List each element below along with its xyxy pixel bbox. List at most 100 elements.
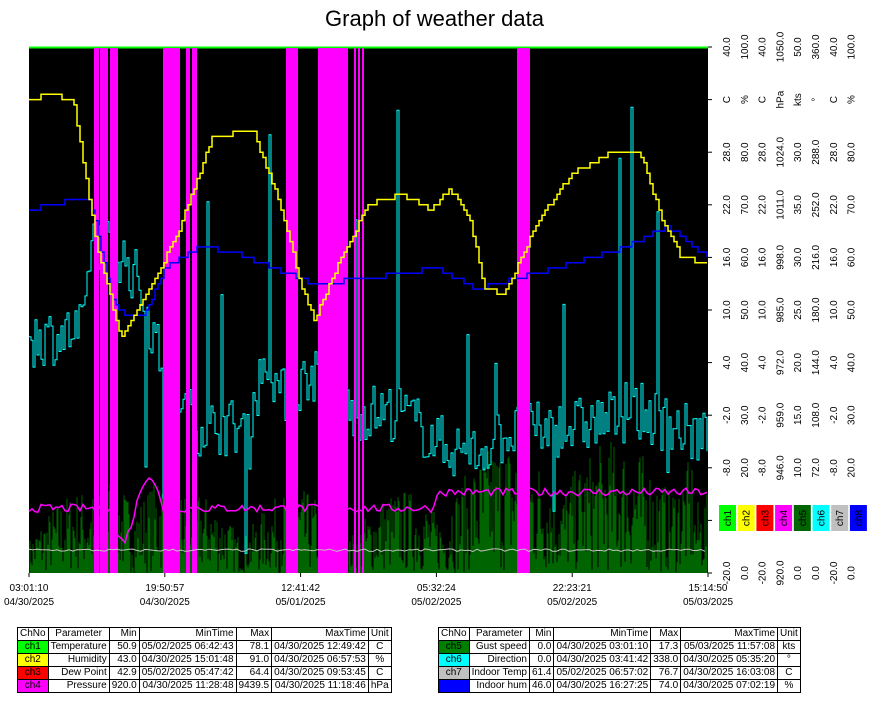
pressure-spike-band (163, 48, 180, 573)
x-tick-label-date: 04/30/2025 (4, 597, 54, 608)
legend-label: ch4 (779, 510, 790, 527)
y-tick-label: 30.0 (740, 405, 751, 425)
maxtime-cell: 04/30/2025 06:57:53 (271, 653, 369, 667)
plot-background (29, 47, 708, 573)
y-tick-label: 144.0 (811, 350, 822, 375)
axis-layer: 40.0 C 28.0 22.0 16.0 10.0 4.0 -2.0 -8.0 -20.0 100… (4, 31, 858, 608)
y-tick-label: 28.0 (722, 142, 733, 162)
legend-swatch (849, 505, 867, 531)
right-header: Max (650, 627, 682, 641)
indoor-hum-line (29, 198, 708, 317)
min-cell: 920.0 (108, 679, 140, 693)
y-tick-label: -2.0 (722, 406, 733, 424)
legend-label: ch7 (835, 510, 846, 527)
parameter-cell: Gust speed (468, 640, 530, 654)
y-tick-label: 946.0 (775, 455, 786, 480)
y-tick-label: 252.0 (811, 192, 822, 217)
y-tick-label: 998.0 (775, 244, 786, 269)
series-layer (28, 48, 708, 573)
legend-swatch (756, 505, 774, 531)
y-tick-label: 16.0 (722, 247, 733, 267)
min-cell: 50.9 (108, 640, 140, 654)
pressure-spike-band (362, 48, 364, 573)
y-tick-label: -8.0 (758, 459, 769, 477)
max-cell: 9439.5 (235, 679, 273, 693)
legend-swatch (719, 505, 736, 531)
y-tick-label: 28.0 (758, 142, 769, 162)
channel-cell: ch5 (438, 640, 470, 654)
min-cell: 46.0 (528, 679, 555, 693)
y-tick-label: 16.0 (829, 247, 840, 267)
pressure-spike-band (318, 48, 345, 573)
y-tick-label: 20.0 (847, 458, 858, 478)
legend-label: ch6 (817, 510, 828, 527)
legend-swatch (831, 505, 849, 531)
humidity-line (29, 93, 707, 338)
channel-cell: ch2 (17, 653, 49, 667)
table-row: ch7 Indoor Temp 61.4 05/02/2025 06:57:02 76.… (438, 666, 801, 680)
pressure-spike-band (358, 48, 360, 573)
y-tick-label: C (829, 96, 840, 103)
left-header: MaxTime (271, 627, 369, 641)
y-tick-label: 985.0 (775, 297, 786, 322)
mintime-cell: 04/30/2025 16:27:25 (553, 679, 652, 693)
direction-line (29, 106, 708, 554)
y-tick-label: 35.0 (793, 195, 804, 215)
y-tick-label: -20.0 (722, 561, 733, 584)
y-tick-label: 20.0 (740, 458, 751, 478)
max-cell: 76.7 (650, 666, 682, 680)
legend-label: ch2 (742, 510, 753, 527)
y-tick-label: 1011.0 (775, 189, 786, 219)
y-tick-label: 40.0 (829, 37, 840, 57)
y-tick-label: 50.0 (793, 37, 804, 57)
y-tick-label: 920.0 (775, 560, 786, 585)
y-tick-label: % (847, 95, 858, 104)
y-tick-label: 30.0 (847, 405, 858, 425)
y-tick-label: 28.0 (829, 142, 840, 162)
x-tick-label-time: 12:41:42 (281, 583, 320, 594)
parameter-cell: Temperature (47, 640, 110, 654)
y-tick-label: 1024.0 (775, 136, 786, 167)
maxtime-cell: 04/30/2025 07:02:19 (680, 679, 779, 693)
weather-chart: 40.0 C 28.0 22.0 16.0 10.0 4.0 -2.0 -8.0 -20.0 100… (4, 31, 867, 608)
left-header: Min (108, 627, 140, 641)
legend-swatch (737, 505, 755, 531)
table-row: ch6 Direction 0.0 04/30/2025 03:41:42 338.0 0… (438, 653, 801, 667)
x-tick-label-time: 22:23:21 (553, 583, 592, 594)
y-tick-label: 70.0 (847, 195, 858, 215)
y-tick-label: hPa (775, 90, 786, 108)
mintime-cell: 05/02/2025 06:42:43 (138, 640, 237, 654)
y-tick-label: 30.0 (793, 142, 804, 162)
legend-swatch (793, 505, 811, 531)
indoor-temp-line (28, 548, 706, 553)
maxtime-cell: 04/30/2025 09:53:45 (271, 666, 369, 680)
x-tick-label-date: 05/03/2025 (683, 597, 733, 608)
maxtime-cell: 04/30/2025 16:03:08 (680, 666, 779, 680)
left-header: Parameter (47, 627, 110, 641)
x-tick-label-date: 05/01/2025 (276, 597, 326, 608)
table-row: ch3 Dew Point 42.9 05/02/2025 05:47:42 64.4 0… (17, 666, 392, 680)
legend-swatch (775, 505, 793, 531)
legend-label: ch8 (854, 510, 865, 527)
y-tick-label: 60.0 (847, 247, 858, 267)
unit-cell: C (367, 640, 392, 654)
y-tick-label: 100.0 (847, 34, 858, 59)
y-tick-label: 10.0 (722, 300, 733, 320)
pressure-spike-band (354, 48, 356, 573)
legend-swatch (812, 505, 830, 531)
x-tick-label-time: 15:14:50 (689, 583, 728, 594)
y-tick-label: 22.0 (758, 195, 769, 215)
table-row: ch5 Gust speed 0.0 04/30/2025 03:01:10 17.3 0… (438, 640, 801, 654)
maxtime-cell: 05/03/2025 11:57:08 (680, 640, 779, 654)
mintime-cell: 05/02/2025 05:47:42 (138, 666, 237, 680)
legend-layer: ch1 ch2 ch3 ch4 ch5 ch6 ch7 ch8 (719, 505, 867, 531)
pressure-line (28, 476, 708, 545)
y-tick-label: 30.0 (793, 247, 804, 267)
mintime-cell: 04/30/2025 15:01:48 (138, 653, 237, 667)
y-tick-label: 22.0 (722, 195, 733, 215)
y-tick-label: 22.0 (829, 195, 840, 215)
maxtime-cell: 04/30/2025 05:35:20 (680, 653, 779, 667)
pressure-spike-band (100, 48, 108, 573)
right-header: MaxTime (680, 627, 779, 641)
max-cell: 78.1 (235, 640, 273, 654)
